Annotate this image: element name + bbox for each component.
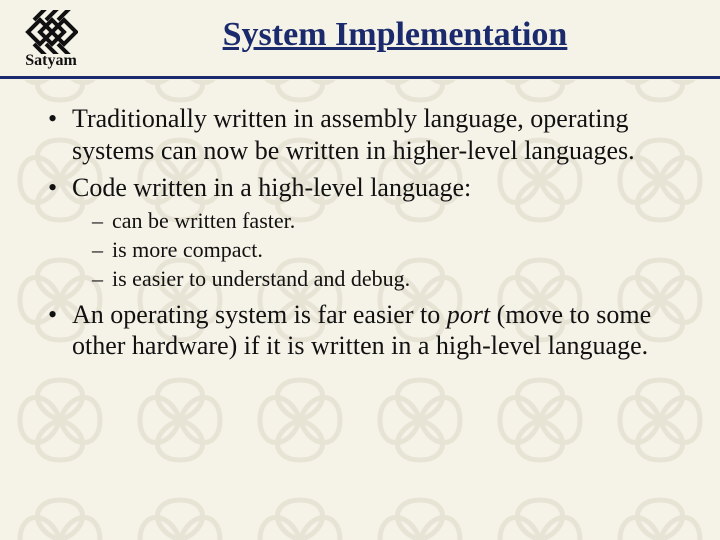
bullet-item: An operating system is far easier to por… bbox=[44, 299, 680, 362]
knot-icon bbox=[24, 10, 78, 54]
bullet-item: Code written in a high-level language: c… bbox=[44, 172, 680, 292]
sub-bullet-list: can be written faster. is more compact. … bbox=[72, 208, 680, 292]
bullet-item: Traditionally written in assembly langua… bbox=[44, 103, 680, 166]
bullet-list: Traditionally written in assembly langua… bbox=[44, 103, 680, 362]
slide: Satyam System Implementation Traditional… bbox=[0, 0, 720, 540]
sub-bullet-text: is more compact. bbox=[112, 237, 263, 262]
bullet-text: Traditionally written in assembly langua… bbox=[72, 104, 635, 165]
sub-bullet-text: can be written faster. bbox=[112, 208, 295, 233]
sub-bullet-item: is easier to understand and debug. bbox=[92, 266, 680, 293]
bullet-text-em: port bbox=[447, 300, 490, 329]
slide-body: Traditionally written in assembly langua… bbox=[0, 79, 720, 388]
sub-bullet-item: is more compact. bbox=[92, 237, 680, 264]
bullet-text-pre: An operating system is far easier to bbox=[72, 300, 447, 329]
slide-title: System Implementation bbox=[90, 16, 700, 54]
header: Satyam System Implementation bbox=[0, 0, 720, 79]
brand-text: Satyam bbox=[25, 52, 77, 70]
sub-bullet-text: is easier to understand and debug. bbox=[112, 266, 410, 291]
sub-bullet-item: can be written faster. bbox=[92, 208, 680, 235]
brand-logo: Satyam bbox=[20, 10, 82, 70]
bullet-text: Code written in a high-level language: bbox=[72, 173, 471, 202]
